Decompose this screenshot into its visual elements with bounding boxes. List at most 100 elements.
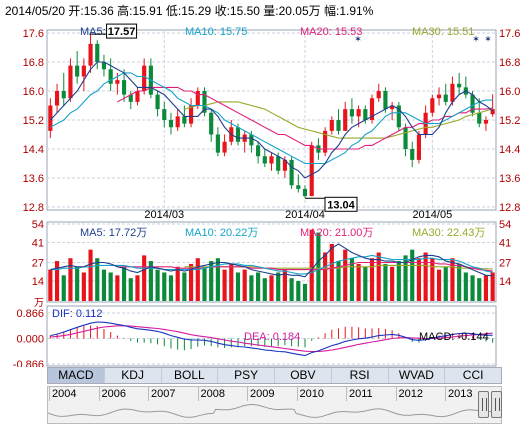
timeline-year-label: 2008: [200, 388, 225, 400]
volume-bar: [168, 275, 174, 301]
tab-macd[interactable]: MACD: [48, 368, 105, 383]
event-marker-icon: ✶: [484, 34, 492, 44]
candle-body: [302, 188, 308, 197]
tab-rsi[interactable]: RSI: [332, 368, 389, 383]
volume-bar: [356, 263, 361, 301]
volume-bar: [349, 258, 354, 301]
volume-bar: [61, 275, 66, 301]
price-x-tick-label: 2014/03: [144, 209, 184, 221]
volume-bar: [242, 269, 247, 301]
candle-body: [209, 112, 214, 135]
high-annotation-label: 17.57: [108, 26, 136, 38]
volume-bar: [436, 269, 442, 301]
price-legend-ma30: MA30: 15.51: [412, 26, 474, 38]
volume-bar: [470, 275, 475, 301]
open-value: 15.36: [83, 4, 114, 18]
volume-value: 20.05万: [278, 4, 321, 18]
candle-body: [369, 98, 375, 120]
volume-bar: [316, 232, 321, 301]
candle-body: [68, 65, 73, 99]
volume-bar: [182, 272, 187, 301]
volume-bar: [121, 266, 127, 301]
price-y-tick-left: 16.8: [23, 57, 44, 69]
volume-bar: [108, 272, 113, 301]
candle-body: [175, 116, 180, 128]
candle-body: [155, 94, 160, 110]
candle-body: [101, 62, 107, 70]
tab-obv[interactable]: OBV: [275, 368, 332, 383]
candle-body: [457, 83, 462, 88]
volume-bar: [195, 258, 200, 301]
volume-bar: [142, 255, 147, 301]
tab-psy[interactable]: PSY: [218, 368, 275, 383]
price-y-tick-left: 16.0: [23, 86, 44, 98]
candle-body: [323, 130, 328, 153]
timeline-year-divider: [445, 387, 446, 401]
volume-bar: [135, 275, 140, 301]
timeline-overview-sparkline: [48, 404, 501, 418]
volume-bar: [483, 275, 489, 301]
timeline-year-label: 2006: [101, 388, 126, 400]
timeline-year-divider: [98, 387, 100, 401]
timeline-year-divider: [197, 387, 199, 401]
price-ma30-line: [184, 101, 493, 139]
change-value: 1.91%: [339, 4, 374, 18]
tab-kdj[interactable]: KDJ: [105, 368, 162, 383]
tab-cci[interactable]: CCI: [462, 368, 484, 382]
volume-bar: [276, 272, 281, 301]
candle-body: [88, 43, 93, 66]
volume-bar: [175, 266, 180, 301]
candle-body: [343, 109, 348, 131]
volume-bar: [148, 261, 153, 301]
timeline-year-divider: [395, 387, 397, 401]
event-marker-icon: ✶: [354, 34, 362, 44]
quote-date: 2014/05/20: [5, 4, 66, 18]
volume-ma20-line: [117, 261, 493, 272]
candle-body: [436, 94, 442, 99]
candle-body: [202, 91, 207, 113]
volume-bar: [202, 266, 207, 301]
timeline-right-handle[interactable]: [491, 391, 502, 418]
candle-body: [483, 120, 489, 124]
volume-bar: [222, 269, 227, 301]
volume-y-tick-left: 27: [32, 258, 44, 270]
candle-body: [61, 91, 66, 99]
volume-bar: [256, 272, 261, 301]
macd-legend-macd: MACD: -0.144: [419, 331, 489, 343]
price-y-tick-left: 14.4: [23, 144, 44, 156]
volume-bar: [430, 258, 435, 301]
macd-legend-dif: DIF: 0.112: [52, 308, 103, 320]
tab-boll[interactable]: BOLL: [162, 368, 219, 383]
volume-ma5-line: [50, 243, 493, 278]
volume-bar: [443, 266, 448, 301]
volume-bar: [75, 266, 80, 301]
tab-wvad[interactable]: WVAD: [389, 368, 446, 383]
chart-canvas[interactable]: 12.8 12.8 13.6 13.6 14.4 14.4 15.2 15.2 16.0 16.0…: [0, 0, 523, 367]
timeline-year-divider: [49, 387, 50, 401]
candle-body: [235, 127, 241, 142]
timeline-left-handle[interactable]: [478, 391, 489, 418]
candle-body: [282, 159, 287, 171]
candle-body: [336, 120, 341, 131]
volume-bar: [235, 272, 241, 301]
volume-bar: [155, 269, 160, 301]
volume-bar: [416, 258, 422, 301]
volume-bar: [403, 255, 408, 301]
low-annotation-label: 13.04: [327, 199, 355, 211]
volume-y-tick-right: 14: [499, 276, 511, 288]
macd-y-tick-left: 0.866: [16, 308, 44, 320]
candle-body: [450, 83, 455, 102]
price-y-tick-right: 16.8: [499, 57, 520, 69]
candle-body: [403, 127, 408, 149]
volume-ma10-line: [50, 254, 493, 275]
candle-body: [215, 134, 220, 153]
timeline-year-label: 2007: [151, 388, 176, 400]
candle-body: [108, 69, 113, 84]
volume-y-tick-left: 54: [32, 219, 44, 231]
timeline-navigator[interactable]: 2004 2006 2007 2008 2009 2010 2011 2012 2013: [47, 386, 502, 424]
volume-y-tick-left: 14: [32, 276, 44, 288]
price-y-tick-left: 12.8: [23, 202, 44, 214]
macd-panel-frame: [46, 305, 497, 367]
price-y-tick-right: 12.8: [499, 202, 520, 214]
